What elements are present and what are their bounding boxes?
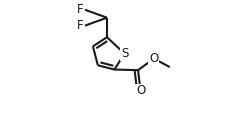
Text: F: F (77, 19, 83, 32)
Text: O: O (149, 52, 159, 65)
Text: S: S (121, 47, 128, 60)
Text: O: O (136, 84, 145, 97)
Text: F: F (77, 3, 83, 16)
